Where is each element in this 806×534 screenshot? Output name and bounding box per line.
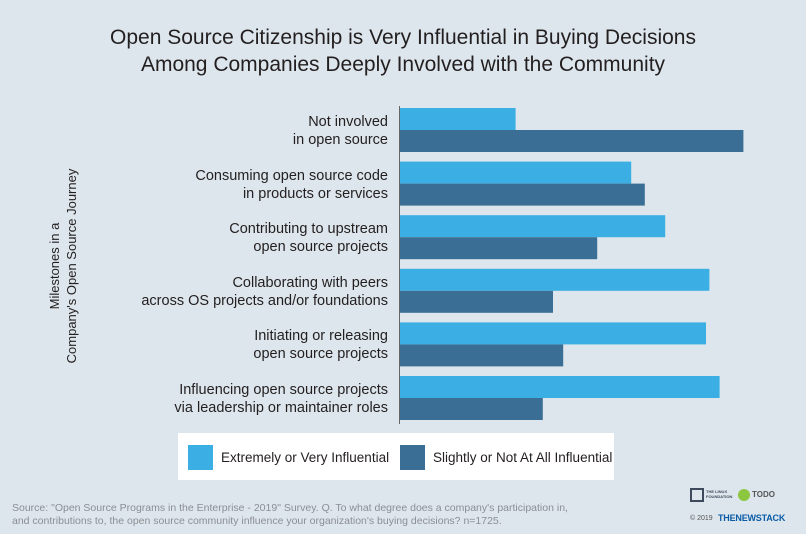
copyright-year: © 2019 — [690, 515, 713, 522]
category-label-4-line-0: Initiating or releasing — [254, 328, 388, 345]
category-label-5: Influencing open source projects via lead… — [174, 381, 388, 417]
linux-foundation-logo — [690, 488, 704, 502]
bar-extremely-0 — [400, 108, 516, 130]
chart-title: Open Source Citizenship is Very Influent… — [0, 24, 806, 78]
bar-slightly-5 — [400, 398, 543, 420]
category-label-4: Initiating or releasing open source proje… — [253, 327, 388, 363]
source-note: Source: "Open Source Programs in the Ent… — [12, 502, 568, 528]
category-label-2-line-1: open source projects — [253, 239, 388, 256]
new-stack-logo: THENEWSTACK — [718, 513, 786, 523]
bar-slightly-1 — [400, 183, 645, 206]
linux-foundation-text: THE LINUX FOUNDATION — [706, 489, 733, 499]
source-line-1: Source: "Open Source Programs in the Ent… — [12, 502, 568, 514]
category-label-3: Collaborating with peers across OS projec… — [141, 274, 388, 310]
category-label-1-line-0: Consuming open source code — [195, 167, 388, 184]
category-label-0-line-1: in open source — [292, 132, 388, 148]
bar-extremely-1 — [400, 161, 632, 184]
category-label-2: Contributing to upstream open source proj… — [229, 220, 388, 256]
legend-swatch-slightly — [400, 445, 425, 470]
bar-slightly-4 — [400, 344, 564, 367]
bar-extremely-5 — [400, 376, 720, 398]
todo-logo-text: TODO — [752, 490, 775, 499]
legend-label-slightly: Slightly or Not At All Influential — [433, 450, 613, 465]
category-label-5-line-0: Influencing open source projects — [179, 382, 388, 398]
category-label-1: Consuming open source code in products or… — [195, 167, 388, 203]
source-line-2: and contributions to, the open source co… — [12, 515, 502, 527]
category-label-0: Not involved in open source — [293, 113, 388, 149]
legend-item-extremely: Extremely or Very Influential — [188, 445, 389, 470]
chart-title-line-2: Among Companies Deeply Involved with the… — [140, 53, 666, 76]
legend-item-slightly: Slightly or Not At All Influential — [400, 445, 612, 470]
category-label-3-line-1: across OS projects and/or foundations — [141, 292, 388, 309]
chart-title-line-1: Open Source Citizenship is Very Influent… — [110, 26, 696, 49]
bar-slightly-0 — [400, 130, 744, 152]
bar-slightly-2 — [400, 237, 598, 260]
legend: Extremely or Very Influential Slightly o… — [178, 433, 614, 480]
category-label-3-line-0: Collaborating with peers — [232, 274, 388, 291]
legend-label-extremely: Extremely or Very Influential — [221, 450, 390, 465]
category-label-0-line-0: Not involved — [308, 114, 388, 130]
bar-slightly-3 — [400, 290, 553, 313]
bar-extremely-2 — [400, 215, 666, 238]
logos: THE LINUX FOUNDATION TODO © 2019 THENEWS… — [690, 488, 794, 528]
todo-logo-icon — [738, 489, 750, 501]
category-label-2-line-0: Contributing to upstream — [229, 221, 388, 238]
category-label-4-line-1: open source projects — [253, 346, 388, 363]
legend-swatch-extremely — [188, 445, 213, 470]
category-label-1-line-1: in products or services — [242, 185, 388, 202]
bar-extremely-4 — [400, 322, 706, 345]
category-label-5-line-1: via leadership or maintainer roles — [174, 400, 388, 416]
bar-extremely-3 — [400, 268, 710, 291]
